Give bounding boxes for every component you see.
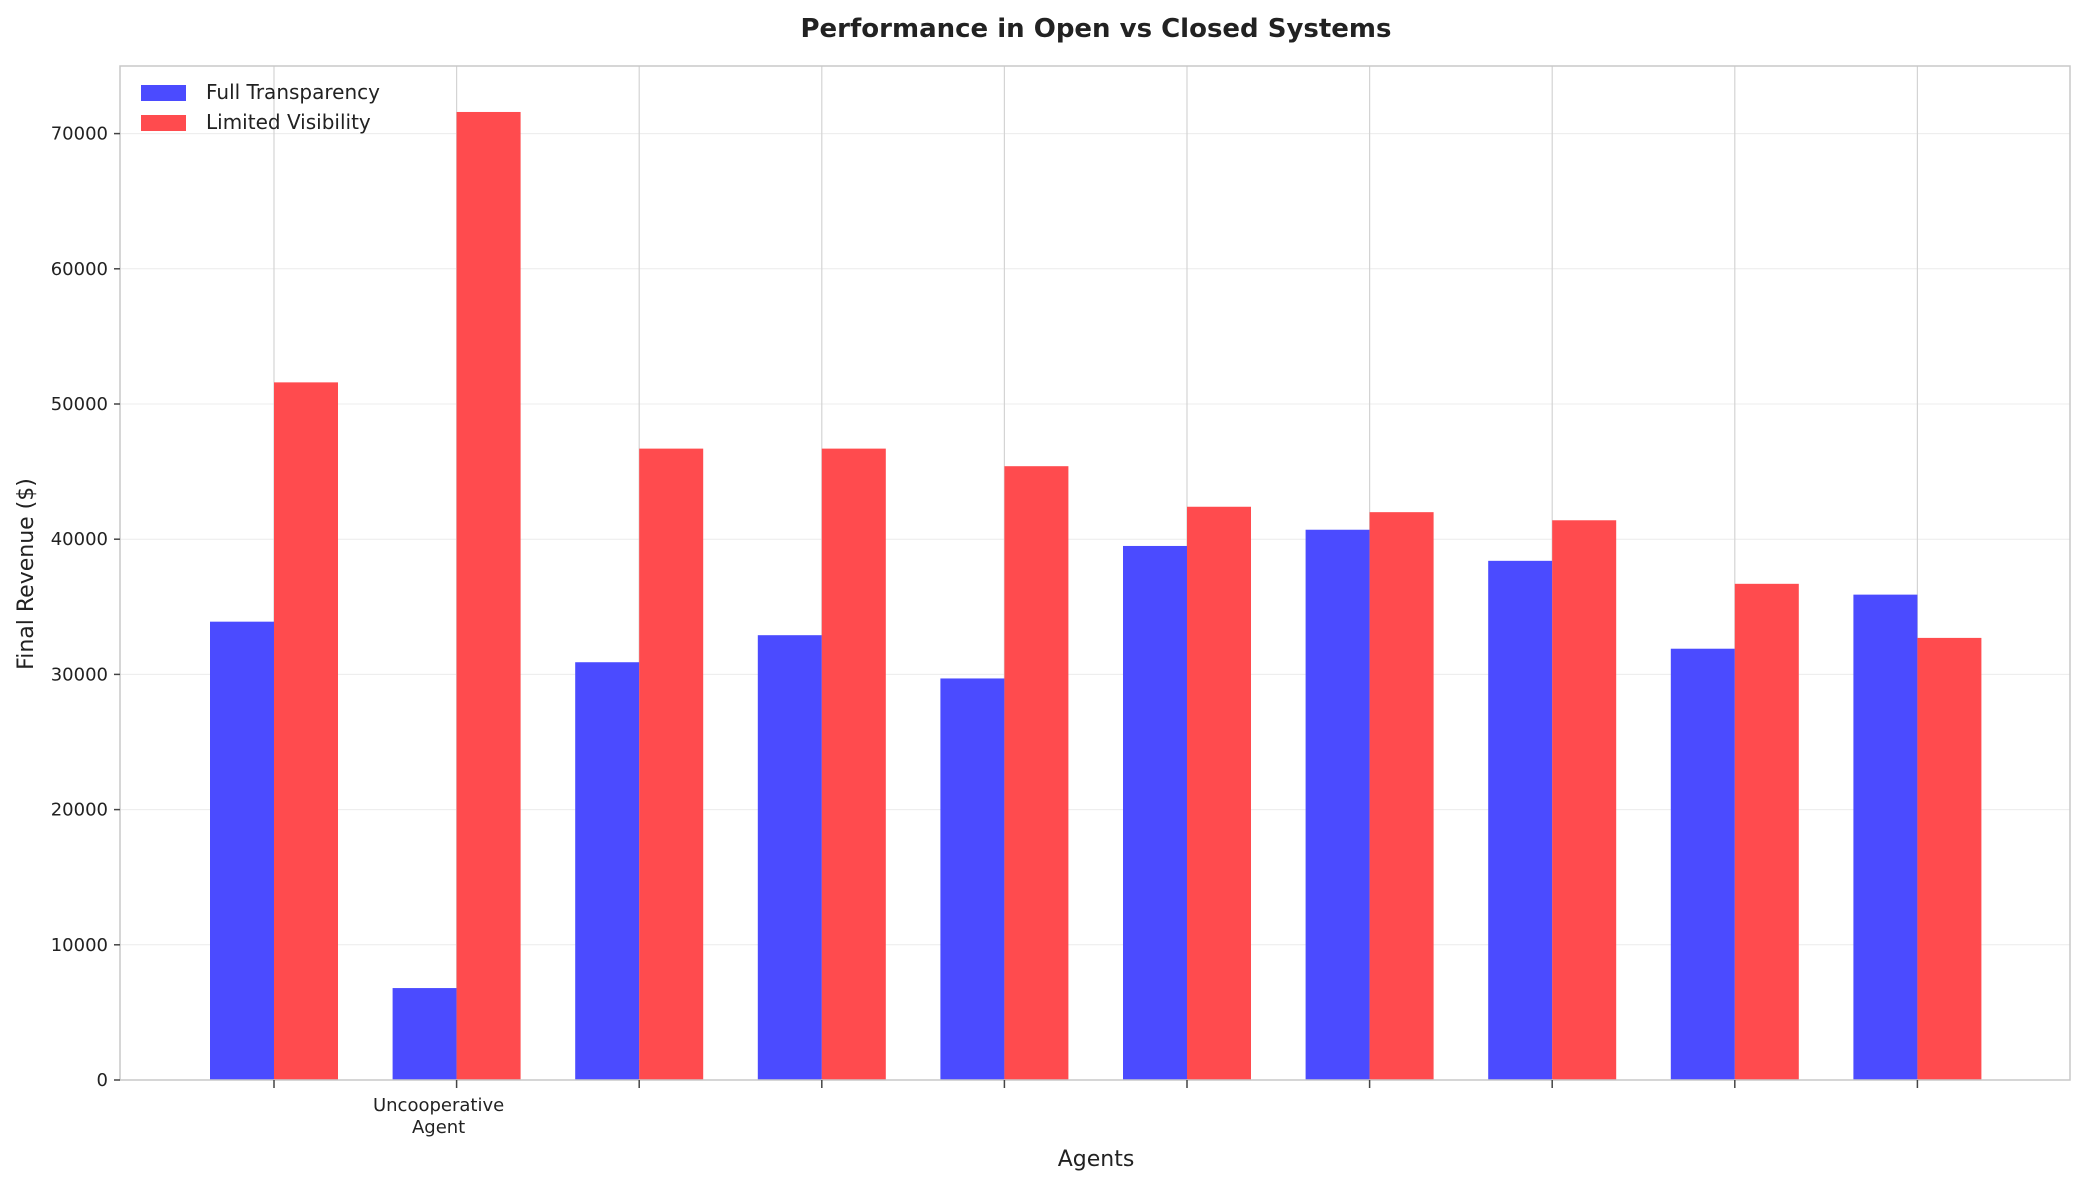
x-tick-label: Uncooperative Agent	[373, 1095, 504, 1138]
bar-full-transparency	[1670, 648, 1735, 1080]
bar-full-transparency	[757, 635, 822, 1080]
legend-label: Full Transparency	[206, 80, 380, 104]
x-axis-label: Agents	[1058, 1147, 1135, 1172]
legend-label: Limited Visibility	[206, 110, 371, 134]
bar-limited-visibility	[274, 382, 338, 1080]
axis-ticks: 0 10000 20000 30000 40000 50000 60000 70000 Unco…	[51, 124, 1919, 1138]
bar-limited-visibility	[1917, 637, 1982, 1080]
plot-frame	[119, 65, 2071, 1081]
y-tick-label: 70000	[51, 124, 108, 145]
y-tick-label: 40000	[51, 529, 108, 550]
y-axis-label: Final Revenue ($)	[14, 478, 39, 670]
bar-full-transparency	[392, 988, 457, 1080]
bar-full-transparency	[1305, 529, 1370, 1080]
bar-limited-visibility	[1187, 506, 1251, 1080]
bar-limited-visibility	[456, 111, 521, 1080]
bar-full-transparency	[940, 678, 1005, 1080]
bars	[210, 111, 1982, 1081]
bar-full-transparency	[1123, 545, 1187, 1080]
bar-full-transparency	[1853, 594, 1918, 1080]
y-tick-label: 30000	[51, 664, 108, 685]
y-tick-label: 60000	[51, 259, 108, 280]
legend: Full Transparency Limited Visibility	[141, 80, 380, 134]
legend-swatch	[141, 115, 186, 131]
bar-limited-visibility	[1552, 520, 1617, 1080]
bar-limited-visibility	[1004, 466, 1069, 1080]
bar-limited-visibility	[1369, 512, 1434, 1080]
legend-swatch	[141, 85, 186, 101]
y-tick-label: 0	[97, 1070, 108, 1091]
bar-full-transparency	[1488, 560, 1553, 1080]
y-tick-label: 50000	[51, 394, 108, 415]
bar-limited-visibility	[1734, 583, 1799, 1080]
bar-full-transparency	[210, 621, 274, 1080]
chart-title: Performance in Open vs Closed Systems	[800, 14, 1391, 44]
bar-limited-visibility	[821, 448, 886, 1081]
bar-full-transparency	[575, 662, 640, 1080]
y-tick-label: 20000	[51, 800, 108, 821]
y-tick-label: 10000	[51, 935, 108, 956]
bar-limited-visibility	[639, 448, 704, 1081]
